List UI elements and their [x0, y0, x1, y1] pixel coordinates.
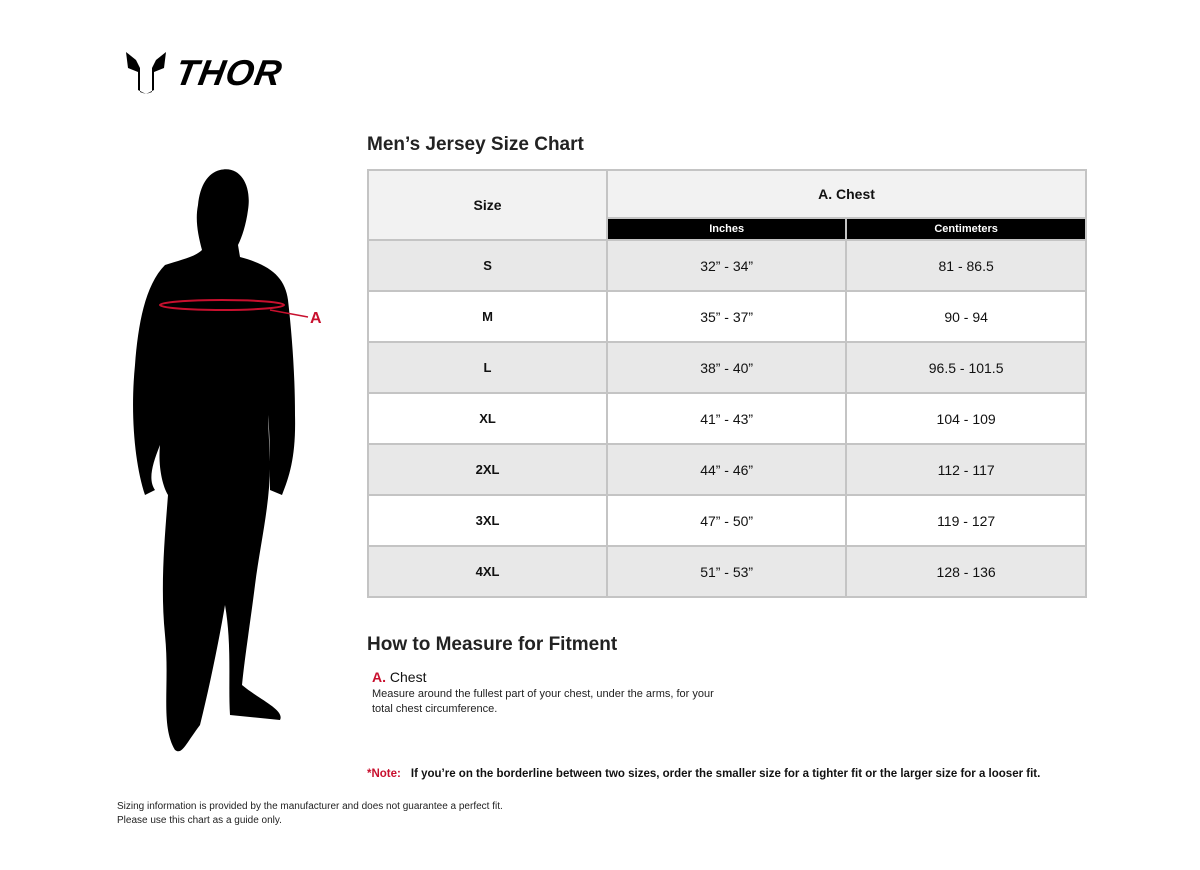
inches-cell: 35” - 37” — [606, 290, 848, 343]
inches-header: Inches — [606, 217, 848, 241]
fit-note: *Note: If you’re on the borderline betwee… — [367, 768, 1040, 780]
inches-cell: 51” - 53” — [606, 545, 848, 598]
inches-cell: 38” - 40” — [606, 341, 848, 394]
inches-cell: 41” - 43” — [606, 392, 848, 445]
inches-cell: 32” - 34” — [606, 239, 848, 292]
chest-label: Chest — [389, 669, 427, 685]
table-row: M 35” - 37” 90 - 94 — [366, 290, 1087, 343]
brand-wordmark: THOR — [172, 52, 286, 93]
note-text: If you’re on the borderline between two … — [410, 768, 1041, 780]
centimeters-cell: 119 - 127 — [845, 494, 1087, 547]
size-cell: 3XL — [366, 494, 609, 547]
centimeters-cell: 112 - 117 — [845, 443, 1087, 496]
inches-cell: 47” - 50” — [606, 494, 848, 547]
table-row: XL 41” - 43” 104 - 109 — [366, 392, 1087, 445]
centimeters-header: Centimeters — [845, 217, 1087, 241]
size-cell: S — [366, 239, 609, 292]
centimeters-cell: 81 - 86.5 — [845, 239, 1087, 292]
size-chart-title: Men’s Jersey Size Chart — [367, 134, 584, 155]
disclaimer-line: Please use this chart as a guide only. — [117, 815, 282, 826]
thor-logo-icon — [126, 52, 166, 94]
size-cell: 2XL — [366, 443, 609, 496]
table-row: L 38” - 40” 96.5 - 101.5 — [366, 341, 1087, 394]
note-label: *Note: — [367, 768, 401, 780]
centimeters-cell: 104 - 109 — [845, 392, 1087, 445]
disclaimer: Sizing information is provided by the ma… — [117, 800, 503, 828]
body-silhouette: A — [133, 169, 322, 752]
chest-instruction: A. Chest Measure around the fullest part… — [372, 669, 732, 717]
centimeters-cell: 90 - 94 — [845, 290, 1087, 343]
table-row: 2XL 44” - 46” 112 - 117 — [366, 443, 1087, 496]
size-cell: L — [366, 341, 609, 394]
size-cell: M — [366, 290, 609, 343]
table-row: 3XL 47” - 50” 119 - 127 — [366, 494, 1087, 547]
inches-cell: 44” - 46” — [606, 443, 848, 496]
centimeters-cell: 128 - 136 — [845, 545, 1087, 598]
table-row: 4XL 51” - 53” 128 - 136 — [366, 545, 1087, 598]
chest-description: Measure around the fullest part of your … — [372, 688, 714, 715]
centimeters-cell: 96.5 - 101.5 — [845, 341, 1087, 394]
how-to-measure-title: How to Measure for Fitment — [367, 634, 618, 655]
chest-marker-label: A — [310, 310, 322, 327]
chest-label-letter: A. — [372, 669, 386, 685]
size-column-header: Size — [366, 169, 609, 241]
table-row: S 32” - 34” 81 - 86.5 — [366, 239, 1087, 292]
size-cell: XL — [366, 392, 609, 445]
disclaimer-line: Sizing information is provided by the ma… — [117, 801, 503, 812]
size-table: Size A. Chest Inches Centimeters S 32” - … — [366, 169, 1087, 598]
size-cell: 4XL — [366, 545, 609, 598]
chest-column-header: A. Chest — [606, 169, 1087, 219]
